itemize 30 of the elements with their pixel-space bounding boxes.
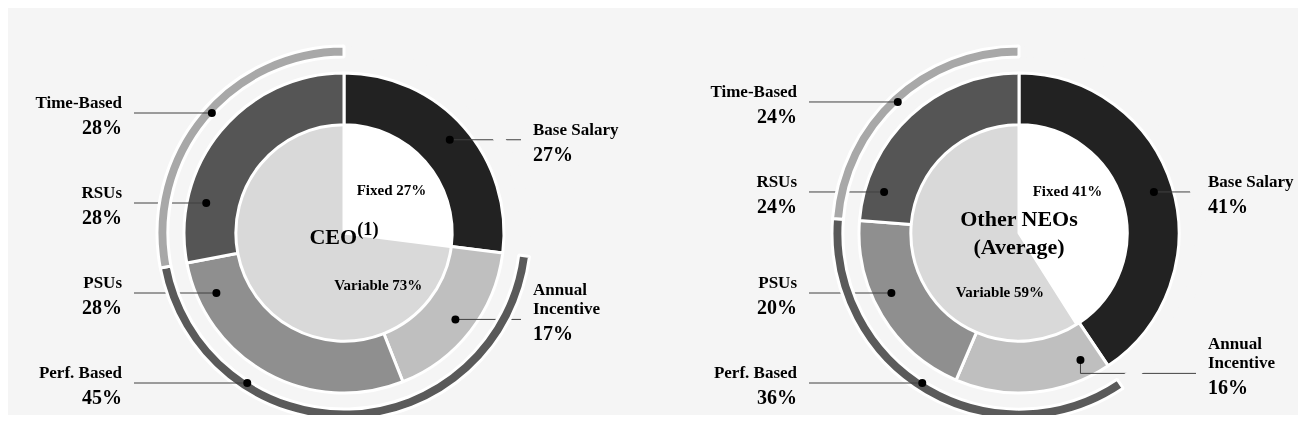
data-label: 16%	[1208, 376, 1248, 399]
text: Other NEOs (Average)	[959, 205, 1079, 261]
slice-label: RSUs	[81, 183, 123, 202]
slice-label: Annual Incentive	[533, 280, 601, 319]
slice-label: Base Salary	[1208, 171, 1294, 191]
data-label: 45%	[82, 386, 122, 408]
data-label: 24%	[757, 194, 797, 217]
data-label: 17%	[533, 322, 573, 345]
slice-label: Variable 59%	[955, 284, 1044, 301]
data-label: 28%	[82, 116, 122, 138]
data-label: 28%	[82, 296, 122, 318]
slice-label: Variable 73%	[334, 277, 423, 294]
data-label: 20%	[757, 296, 797, 318]
slice-label: PSUs	[758, 273, 798, 292]
slice-label: Perf. Based	[38, 363, 123, 382]
data-label: 41%	[1208, 194, 1248, 217]
slice-label: Fixed 41%	[1032, 183, 1103, 200]
data-label: 28%	[82, 206, 122, 228]
data-label: 27%	[533, 142, 573, 165]
slice-label: Base Salary	[533, 119, 619, 139]
slice-label: Time-Based	[710, 81, 798, 101]
data-label: 24%	[757, 104, 797, 127]
slice-label: Time-Based	[35, 93, 123, 112]
slice-label: RSUs	[756, 171, 798, 191]
text: CEO$^{(1)}$	[308, 218, 380, 251]
slice-label: PSUs	[83, 273, 123, 292]
data-label: 36%	[757, 386, 797, 408]
slice-label: Fixed 27%	[356, 182, 427, 199]
slice-label: Perf. Based	[713, 363, 798, 382]
slice-label: Annual Incentive	[1208, 334, 1276, 373]
